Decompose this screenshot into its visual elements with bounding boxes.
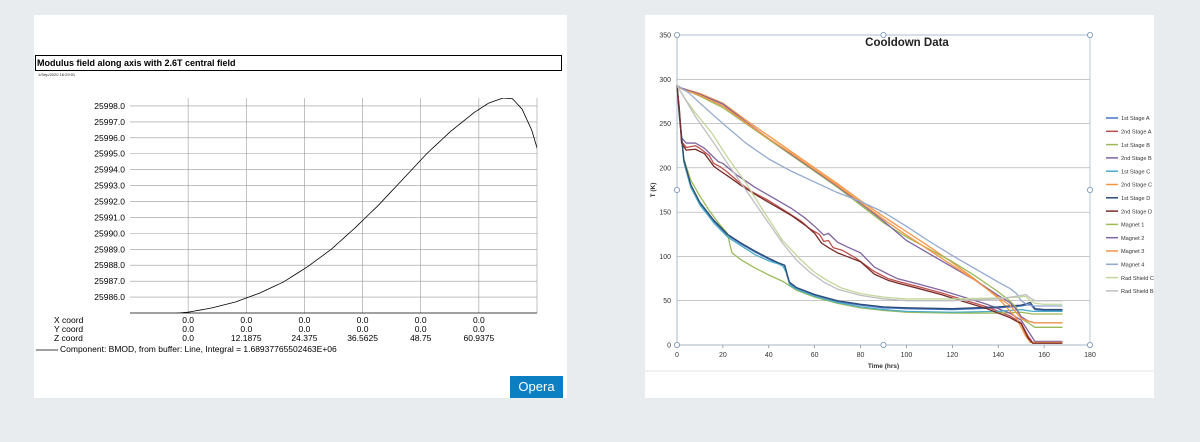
opera-badge: Opera bbox=[510, 376, 563, 398]
coord-value: 0.0 bbox=[240, 315, 252, 325]
coord-row-label: X coord bbox=[54, 315, 84, 325]
bmod-series-line bbox=[174, 98, 537, 313]
y-tick-label: 25987.0 bbox=[94, 276, 125, 286]
y-tick-label: 25991.0 bbox=[94, 212, 125, 222]
legend-label: 1st Stage A bbox=[1121, 116, 1150, 122]
x-axis-title: Time (hrs) bbox=[868, 363, 899, 370]
coord-value: 36.5625 bbox=[347, 333, 378, 343]
legend-label: Magnet 4 bbox=[1121, 263, 1144, 269]
cooldown-panel: 0 50 100 150 200 250 300 350 0 20 40 60 80 100 120 140 1… bbox=[645, 15, 1154, 398]
y-tick-label: 25996.0 bbox=[94, 133, 125, 143]
series-line-2nd-stage-b bbox=[676, 85, 1063, 343]
series-line-rad-shield-cent bbox=[676, 85, 1063, 305]
series-line-magnet-2 bbox=[676, 84, 1063, 324]
y-tick-label: 250 bbox=[659, 121, 671, 128]
coord-row-label: Z coord bbox=[54, 333, 83, 343]
component-note: Component: BMOD, from buffer: Line, Inte… bbox=[60, 344, 337, 354]
series-line-magnet-3 bbox=[676, 84, 1063, 324]
chart-date: 1/Sep/2020 16:29:01 bbox=[38, 72, 76, 77]
series-line-magnet-4 bbox=[676, 84, 1063, 307]
coord-value: 12.1875 bbox=[231, 333, 262, 343]
y-tick-label: 25988.0 bbox=[94, 260, 125, 270]
y-tick-label: 200 bbox=[659, 165, 671, 172]
y-tick-label: 25990.0 bbox=[94, 228, 125, 238]
selection-handle bbox=[673, 186, 680, 193]
legend-label: Magnet 1 bbox=[1121, 223, 1144, 229]
coord-value: 0.0 bbox=[473, 315, 485, 325]
modulus-chart: 25986.0 25987.0 25988.0 25989.0 25990.0 25991… bbox=[36, 98, 538, 354]
coord-value: 0.0 bbox=[473, 324, 485, 334]
selection-handle bbox=[880, 341, 887, 348]
coord-value: 24.375 bbox=[291, 333, 317, 343]
coord-value: 0.0 bbox=[299, 315, 311, 325]
y-axis-title: T (K) bbox=[650, 183, 657, 198]
legend-label: Rad Shield Bore bbox=[1121, 289, 1154, 295]
coord-row-label: Y coord bbox=[54, 324, 83, 334]
series-line-1st-stage-a bbox=[676, 85, 1063, 312]
coord-value: 0.0 bbox=[182, 324, 194, 334]
coord-value: 60.9375 bbox=[463, 333, 494, 343]
y-tick-label: 25989.0 bbox=[94, 244, 125, 254]
series-line-1st-stage-d bbox=[676, 85, 1063, 311]
selection-handle bbox=[1086, 341, 1093, 348]
coord-value: 0.0 bbox=[357, 315, 369, 325]
coord-value: 0.0 bbox=[415, 324, 427, 334]
coord-value: 0.0 bbox=[299, 324, 311, 334]
x-tick-label: 60 bbox=[811, 352, 819, 359]
selection-handle bbox=[673, 31, 680, 38]
x-tick-label: 40 bbox=[765, 352, 773, 359]
legend-label: Magnet 2 bbox=[1121, 236, 1144, 242]
legend-label: 1st Stage B bbox=[1121, 143, 1150, 149]
selection-handle bbox=[880, 31, 887, 38]
selection-handle bbox=[1086, 186, 1093, 193]
legend-label: Rad Shield Cent bbox=[1121, 276, 1154, 282]
coord-value: 0.0 bbox=[182, 315, 194, 325]
y-tick-label: 25998.0 bbox=[94, 101, 125, 111]
y-tick-label: 25994.0 bbox=[94, 165, 125, 175]
legend-label: 2nd Stage B bbox=[1121, 156, 1152, 162]
x-tick-label: 140 bbox=[992, 352, 1004, 359]
x-tick-label: 180 bbox=[1084, 352, 1096, 359]
selection-handle bbox=[1086, 31, 1093, 38]
y-tick-label: 350 bbox=[659, 33, 671, 40]
series-line-2nd-stage-c bbox=[676, 84, 1063, 343]
x-tick-label: 100 bbox=[901, 352, 913, 359]
modulus-field-panel: Modulus field along axis with 2.6T centr… bbox=[34, 15, 567, 398]
y-tick-label: 25986.0 bbox=[94, 292, 125, 302]
coord-value: 0.0 bbox=[415, 315, 427, 325]
y-tick-label: 25997.0 bbox=[94, 117, 125, 127]
cooldown-chart: 0 50 100 150 200 250 300 350 0 20 40 60 80 100 120 140 1… bbox=[645, 31, 1154, 372]
coord-value: 48.75 bbox=[410, 333, 432, 343]
y-tick-label: 25995.0 bbox=[94, 149, 125, 159]
series-line-1st-stage-c bbox=[676, 85, 1063, 313]
modulus-chart-title: Modulus field along axis with 2.6T centr… bbox=[35, 55, 562, 71]
legend-label: Magnet 3 bbox=[1121, 249, 1144, 255]
series-line-2nd-stage-a bbox=[676, 85, 1063, 343]
coord-value: 0.0 bbox=[240, 324, 252, 334]
series-line-1st-stage-b bbox=[676, 85, 1063, 315]
legend-label: 1st Stage C bbox=[1121, 169, 1150, 175]
legend-label: 2nd Stage D bbox=[1121, 209, 1152, 215]
coord-value: 0.0 bbox=[357, 324, 369, 334]
cooldown-chart-title: Cooldown Data bbox=[865, 37, 949, 49]
series-line-2nd-stage-d bbox=[676, 85, 1063, 344]
y-tick-label: 150 bbox=[659, 210, 671, 217]
selection-handle bbox=[673, 341, 680, 348]
coord-value: 0.0 bbox=[182, 333, 194, 343]
y-tick-label: 50 bbox=[663, 298, 671, 305]
y-tick-label: 25993.0 bbox=[94, 181, 125, 191]
x-tick-label: 120 bbox=[946, 352, 958, 359]
y-tick-label: 100 bbox=[659, 254, 671, 261]
legend-label: 2nd Stage C bbox=[1121, 183, 1152, 189]
y-tick-label: 0 bbox=[667, 343, 671, 350]
x-tick-label: 80 bbox=[857, 352, 865, 359]
x-tick-label: 20 bbox=[719, 352, 727, 359]
x-tick-label: 0 bbox=[675, 352, 679, 359]
x-tick-label: 160 bbox=[1038, 352, 1050, 359]
legend-label: 1st Stage D bbox=[1121, 196, 1150, 202]
legend-label: 2nd Stage A bbox=[1121, 130, 1152, 136]
series-line-rad-shield-bore bbox=[676, 85, 1063, 302]
y-tick-label: 25992.0 bbox=[94, 197, 125, 207]
y-tick-label: 300 bbox=[659, 77, 671, 84]
